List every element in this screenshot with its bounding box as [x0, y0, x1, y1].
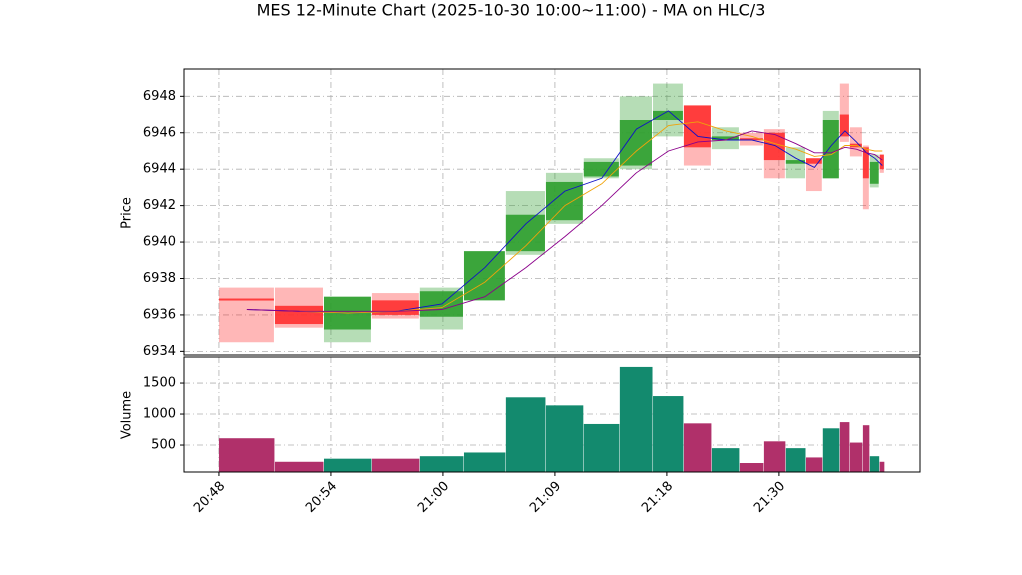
volume-bar [419, 456, 464, 472]
x-tick-label: 21:18 [639, 479, 676, 516]
volume-bar [869, 456, 880, 472]
candle-body [545, 181, 583, 221]
x-tick-label: 21:09 [527, 479, 564, 516]
candle-body [218, 298, 274, 301]
candle-body [739, 138, 763, 141]
x-tick-label: 20:54 [303, 479, 340, 516]
volume-bar [849, 442, 863, 472]
volume-bar [785, 448, 806, 472]
candle-wick [839, 83, 849, 142]
candle-body [822, 120, 839, 179]
volume-bar [822, 428, 840, 472]
candle-wick [653, 83, 683, 137]
y-tick-label: 6944 [143, 162, 176, 177]
candle-body [785, 160, 805, 164]
ma-line [246, 130, 883, 312]
ma-line [299, 121, 883, 314]
candle-body [583, 161, 619, 177]
y-tick-label: 6938 [143, 271, 176, 286]
candle-body [371, 300, 419, 315]
volume-bar [683, 423, 712, 472]
volume-bar [371, 458, 420, 472]
volume-bar [805, 457, 823, 472]
x-tick-label: 21:00 [415, 479, 452, 516]
volume-bar [583, 423, 620, 472]
volume-bar [739, 463, 764, 472]
volume-bar [619, 366, 653, 472]
chart-title: MES 12-Minute Chart (2025-10-30 10:00~11… [257, 1, 766, 20]
volume-bar [839, 422, 850, 472]
volume-bar [274, 461, 324, 472]
x-tick-label: 20:48 [191, 479, 228, 516]
y-tick-label: 6948 [143, 89, 176, 104]
volume-frame [183, 356, 921, 473]
y-tick-label: 6940 [143, 235, 176, 250]
x-tick-label: 21:30 [751, 479, 788, 516]
candle-body [763, 132, 785, 161]
candle-body [711, 136, 739, 141]
candle-body [463, 251, 505, 301]
candle-body [805, 158, 822, 164]
volume-bar [323, 458, 372, 472]
volume-bar [463, 452, 506, 472]
y-tick-label: 1500 [143, 376, 176, 391]
volume-axis-label: Volume [120, 391, 135, 439]
y-tick-label: 6936 [143, 307, 176, 322]
candle-wick [218, 287, 274, 343]
volume-bar [218, 438, 275, 472]
volume-bar [862, 425, 870, 472]
candle-body [862, 147, 869, 179]
volume-bar [879, 461, 885, 472]
ma-line [246, 110, 883, 314]
volume-bar [653, 396, 684, 472]
candle-body [653, 110, 683, 121]
candle-body [683, 105, 711, 148]
y-tick-label: 500 [151, 438, 176, 453]
y-tick-label: 6946 [143, 125, 176, 140]
y-tick-label: 1000 [143, 407, 176, 422]
volume-bar [545, 405, 584, 472]
y-tick-label: 6942 [143, 198, 176, 213]
volume-bar [763, 441, 786, 472]
candle-wick [805, 158, 822, 192]
candle-body [274, 305, 323, 325]
y-tick-label: 6934 [143, 344, 176, 359]
price-frame [183, 68, 921, 356]
y-axis-label: Price [120, 197, 135, 229]
volume-bar [505, 397, 546, 472]
volume-bar [711, 448, 740, 472]
candle-body [869, 161, 879, 184]
candle-body [839, 114, 849, 137]
candle-body [879, 154, 884, 170]
